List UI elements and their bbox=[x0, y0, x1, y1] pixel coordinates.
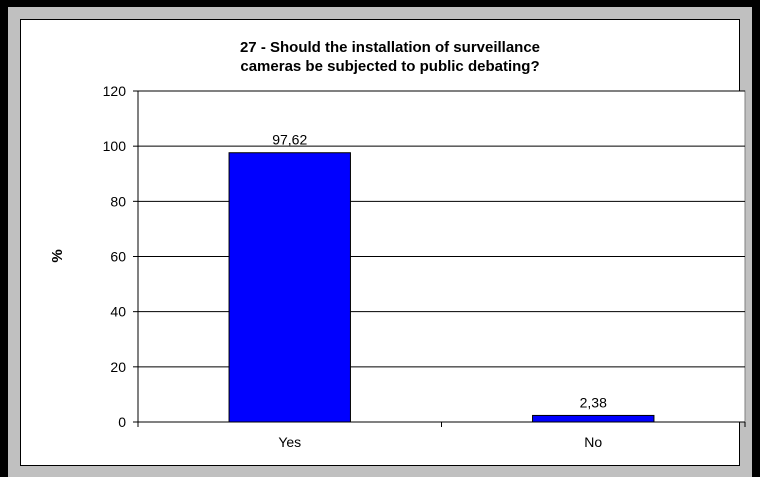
y-tick-label-120: 120 bbox=[103, 83, 127, 99]
y-tick-label-40: 40 bbox=[110, 304, 126, 320]
y-tick-label-20: 20 bbox=[110, 359, 126, 375]
chart-title-line-1: 27 - Should the installation of surveill… bbox=[240, 39, 540, 56]
bar-yes bbox=[228, 152, 351, 423]
bar-no bbox=[532, 414, 655, 423]
y-tick-label-80: 80 bbox=[110, 193, 126, 209]
x-tick-label-yes: Yes bbox=[278, 434, 301, 450]
chart-title-line-2: cameras be subjected to public debating? bbox=[240, 58, 539, 75]
y-tick-label-100: 100 bbox=[103, 138, 127, 154]
y-tick-label-60: 60 bbox=[110, 249, 126, 265]
data-label-no: 2,38 bbox=[580, 394, 607, 410]
y-axis-label: % bbox=[49, 249, 66, 262]
y-tick-label-0: 0 bbox=[118, 414, 126, 430]
data-label-yes: 97,62 bbox=[272, 132, 307, 148]
x-tick-label-no: No bbox=[584, 434, 602, 450]
